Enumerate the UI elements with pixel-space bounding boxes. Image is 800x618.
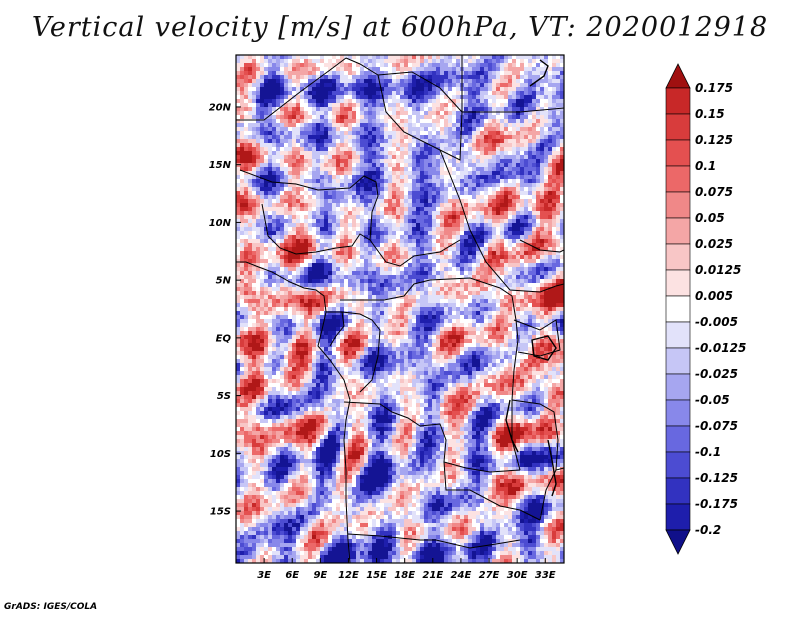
colorbar-swatch — [665, 477, 691, 505]
nile-river — [529, 59, 549, 87]
grads-credit: GrADS: IGES/COLA — [4, 602, 98, 612]
border-kenya-ethiopia — [519, 239, 564, 253]
lat-tick-label: 20N — [209, 102, 232, 113]
colorbar-level-label: 0.125 — [695, 133, 733, 147]
colorbar-level-label: 0.0125 — [695, 263, 741, 277]
lon-tick-label: 18E — [394, 570, 415, 581]
lon-tick-label: 21E — [422, 570, 443, 581]
colorbar-swatch — [665, 113, 691, 141]
lon-tick-label: 33E — [535, 570, 556, 581]
border-gabon — [326, 311, 345, 347]
colorbar-swatch — [665, 243, 691, 271]
colorbar-level-label: -0.1 — [695, 445, 721, 459]
country-borders — [236, 55, 564, 563]
colorbar-level-label: -0.175 — [695, 497, 738, 511]
colorbar-swatch — [665, 425, 691, 453]
velocity-field — [236, 55, 564, 563]
colorbar-swatch — [665, 139, 691, 167]
border-drc-angola — [343, 401, 521, 473]
border-niger-chad — [349, 175, 379, 241]
border-sahara — [236, 57, 347, 121]
lon-tick-label: 30E — [507, 570, 528, 581]
lat-tick-label: 10S — [210, 449, 231, 460]
border-sudan — [439, 149, 564, 293]
colorbar-top-arrow — [665, 63, 691, 89]
colorbar-swatch — [665, 191, 691, 219]
lon-tick-label: 15E — [366, 570, 387, 581]
border-angola-namibia — [347, 533, 521, 549]
colorbar-level-label: 0.005 — [695, 289, 733, 303]
colorbar-swatch — [665, 321, 691, 349]
lake-tanganyika — [505, 399, 519, 453]
coastline-west — [236, 261, 351, 563]
colorbar-swatch — [665, 399, 691, 427]
colorbar-level-label: -0.075 — [695, 419, 738, 433]
colorbar-swatch — [665, 503, 691, 531]
colorbar-level-label: -0.005 — [695, 315, 738, 329]
border-tanzania — [511, 399, 559, 471]
colorbar-level-label: 0.175 — [695, 81, 733, 95]
lon-tick-label: 6E — [285, 570, 299, 581]
lat-tick-label: 15N — [209, 160, 232, 171]
colorbar-swatch — [665, 87, 691, 115]
border-chad-car — [369, 239, 461, 267]
lon-tick-label: 27E — [479, 570, 500, 581]
border-zambia-zimbabwe — [443, 461, 541, 521]
lake-malawi — [547, 439, 557, 497]
lat-tick-label: 15S — [210, 507, 231, 518]
border-mozambique — [539, 467, 564, 521]
border-uganda — [513, 319, 561, 357]
lon-tick-label: 24E — [451, 570, 472, 581]
colorbar-level-label: 0.025 — [695, 237, 733, 251]
border-congo — [341, 311, 381, 393]
colorbar-level-label: 0.075 — [695, 185, 733, 199]
border-car-drc — [340, 277, 513, 301]
colorbar-swatch — [665, 269, 691, 297]
border-mali-niger — [239, 169, 351, 191]
colorbar-bottom-arrow — [665, 529, 691, 555]
colorbar-level-label: 0.15 — [695, 107, 725, 121]
lat-tick-label: 5S — [217, 391, 231, 402]
colorbar-level-label: -0.025 — [695, 367, 738, 381]
lat-tick-label: 10N — [209, 218, 232, 229]
map-frame — [235, 54, 565, 564]
color-legend: 0.175 0.15 0.125 0.1 0.075 0.05 0.025 0.0125 0.0… — [665, 63, 746, 555]
colorbar-level-label: 0.05 — [695, 211, 725, 225]
colorbar-level-label: -0.2 — [695, 523, 721, 537]
lat-tick-label: 5N — [216, 276, 232, 287]
colorbar-swatch — [665, 451, 691, 479]
colorbar-swatch — [665, 217, 691, 245]
border-libya-south — [345, 57, 463, 113]
lake-victoria — [531, 335, 557, 361]
lon-tick-label: 12E — [338, 570, 359, 581]
lon-tick-label: 9E — [313, 570, 327, 581]
colorbar-level-label: -0.05 — [695, 393, 730, 407]
latitude-axis: 20N 15N 10N 5N EQ 5S 10S 15S — [209, 102, 241, 518]
map-title: Vertical velocity [m/s] at 600hPa, VT: 2… — [31, 12, 769, 43]
border-nigeria — [261, 203, 371, 255]
border-egypt-sudan — [462, 107, 564, 113]
colorbar-level-label: -0.0125 — [695, 341, 746, 355]
colorbar-level-label: -0.125 — [695, 471, 738, 485]
colorbar-swatch — [665, 165, 691, 193]
colorbar-level-label: 0.1 — [695, 159, 716, 173]
colorbar-swatch — [665, 373, 691, 401]
colorbar-swatch — [665, 295, 691, 323]
colorbar-swatch — [665, 347, 691, 375]
lat-tick-label: EQ — [216, 333, 232, 344]
lon-tick-label: 3E — [257, 570, 271, 581]
longitude-axis: 3E 6E 9E 12E 15E 18E 21E 24E 27E 30E 33E — [257, 558, 556, 581]
